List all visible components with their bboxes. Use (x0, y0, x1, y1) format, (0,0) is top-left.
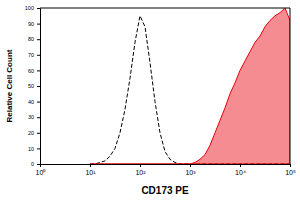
x-tick: 10⁰ (36, 164, 47, 176)
y-tick-label: 10 (28, 146, 34, 152)
y-tick-label: 40 (28, 99, 34, 105)
x-tick-mark (140, 164, 141, 167)
y-tick-mark (37, 148, 40, 149)
x-tick: 10⁴ (235, 164, 246, 176)
y-tick: 50 (28, 83, 40, 89)
y-tick-mark (37, 24, 40, 25)
plot: 10⁰ 10¹ 10² 10³ 10⁴ 10⁵ 0 10 20 30 40 50 60 70 80 90 100 (25, 5, 296, 176)
data-layer (90, 8, 290, 164)
x-tick-mark (90, 164, 91, 167)
x-tick-label: 10¹ (85, 169, 96, 176)
y-tick-label: 90 (28, 21, 34, 27)
y-tick: 10 (28, 146, 40, 152)
y-tick: 80 (28, 36, 40, 42)
x-tick: 10¹ (85, 164, 96, 176)
y-tick-label: 20 (28, 130, 34, 136)
x-tick-label: 10⁴ (235, 169, 246, 176)
chart: 10⁰ 10¹ 10² 10³ 10⁴ 10⁵ 0 10 20 30 40 50 60 70 80 90 100… (0, 0, 300, 200)
y-tick-mark (37, 86, 40, 87)
y-tick-mark (37, 8, 40, 9)
y-tick: 20 (28, 130, 40, 136)
x-tick-mark (290, 164, 291, 167)
y-axis-title: Relative Cell Count (5, 49, 14, 122)
x-tick-label: 10⁵ (285, 169, 296, 176)
y-tick-mark (37, 39, 40, 40)
y-tick-label: 70 (28, 52, 34, 58)
x-tick-label: 10² (135, 169, 146, 176)
y-tick: 60 (28, 68, 40, 74)
y-tick-mark (37, 55, 40, 56)
x-tick-label: 10³ (185, 169, 196, 176)
y-tick: 40 (28, 99, 40, 105)
y-tick-mark (37, 164, 40, 165)
x-axis-line (41, 165, 291, 168)
y-tick: 90 (28, 21, 40, 27)
y-axis-line (37, 9, 41, 165)
y-tick-label: 0 (31, 161, 34, 167)
x-axis-title: CD173 PE (141, 185, 189, 196)
y-tick-mark (37, 102, 40, 103)
y-tick: 70 (28, 52, 40, 58)
y-tick-label: 80 (28, 36, 34, 42)
x-tick: 10⁵ (285, 164, 296, 176)
y-tick-label: 60 (28, 68, 34, 74)
y-tick-mark (37, 133, 40, 134)
x-tick-mark (190, 164, 191, 167)
y-tick-label: 100 (25, 5, 34, 11)
y-tick-label: 50 (28, 83, 34, 89)
chart-container: 10⁰ 10¹ 10² 10³ 10⁴ 10⁵ 0 10 20 30 40 50 60 70 80 90 100… (0, 0, 300, 200)
x-tick: 10³ (185, 164, 196, 176)
y-tick-label: 30 (28, 114, 34, 120)
histogram-area (90, 8, 290, 164)
x-tick: 10² (135, 164, 146, 176)
y-tick: 0 (31, 161, 40, 167)
y-axis: 0 10 20 30 40 50 60 70 80 90 100 (25, 5, 41, 167)
y-tick: 100 (25, 5, 40, 11)
x-tick-mark (240, 164, 241, 167)
y-tick-mark (37, 70, 40, 71)
x-tick-label: 10⁰ (36, 169, 47, 176)
y-tick-mark (37, 117, 40, 118)
frame (290, 8, 291, 164)
frame (40, 8, 290, 9)
x-axis: 10⁰ 10¹ 10² 10³ 10⁴ 10⁵ (36, 164, 296, 176)
y-tick: 30 (28, 114, 40, 120)
